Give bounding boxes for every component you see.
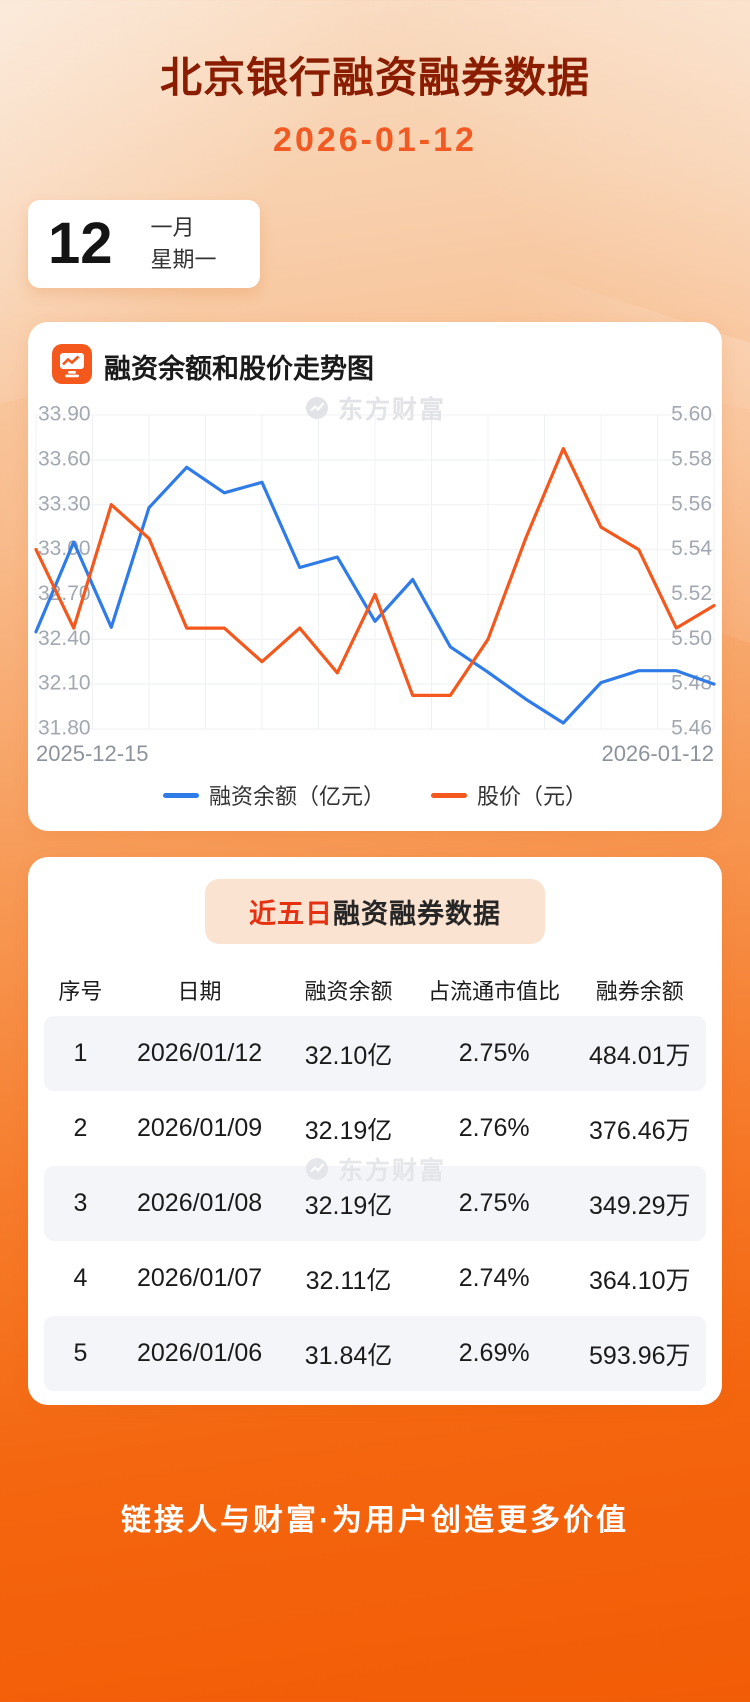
table-cell: 2.74% <box>458 1264 530 1292</box>
table-cell: 2.69% <box>458 1339 530 1367</box>
table-cell: 32.11亿 <box>305 1266 392 1295</box>
table-cell: 593.96万 <box>589 1341 691 1370</box>
table-header-cell: 序号 <box>58 979 103 1004</box>
right-axis-tick: 5.50 <box>671 627 712 650</box>
table-title-rest: 融资融券数据 <box>333 899 501 929</box>
table-cell: 349.29万 <box>589 1191 691 1220</box>
page-title: 北京银行融资融券数据 <box>159 54 590 101</box>
table-row: 2 2026/01/09 32.19亿 2.76% 376.46万 <box>44 1091 706 1166</box>
table-cell: 32.19亿 <box>304 1116 393 1145</box>
right-axis-tick: 5.48 <box>671 672 712 695</box>
table-cell: 484.01万 <box>589 1041 691 1070</box>
right-axis-tick: 5.54 <box>671 537 712 560</box>
legend-label: 融资余额（亿元） <box>208 784 385 809</box>
margin-data-table: 序号 日期 融资余额 占流通市值比 融券余额 1 2026/01/12 32.10亿 2.75… <box>44 964 706 1391</box>
chart-header: 融资余额和股价走势图 <box>52 344 722 389</box>
table-cell: 2 <box>73 1114 88 1142</box>
table-title-highlight: 近五日 <box>249 899 333 929</box>
legend-item: 融资余额（亿元） <box>162 779 385 811</box>
table-cell: 2.75% <box>458 1039 530 1067</box>
table-cell: 5 <box>73 1339 88 1367</box>
table-cell: 2.76% <box>458 1114 530 1142</box>
left-axis-tick: 33.30 <box>38 492 91 515</box>
left-axis-tick: 32.10 <box>38 672 91 695</box>
calendar-month: 一月 <box>150 215 195 241</box>
chart-heading: 融资余额和股价走势图 <box>104 354 374 384</box>
table-title-banner: 近五日融资融券数据 <box>205 879 545 944</box>
calendar-day: 12 <box>48 211 113 276</box>
series-line <box>34 446 716 697</box>
page-footer-slogan: 链接人与财富·为用户创造更多价值 <box>121 1504 629 1537</box>
table-cell: 2026/01/09 <box>137 1114 263 1142</box>
table-cell: 2026/01/12 <box>137 1039 263 1067</box>
table-row: 5 2026/01/06 31.84亿 2.69% 593.96万 <box>44 1316 706 1391</box>
left-axis-tick: 33.00 <box>38 537 91 560</box>
legend-swatch <box>162 792 199 798</box>
left-axis-tick: 31.80 <box>38 717 91 740</box>
calendar-weekday: 星期一 <box>150 247 217 272</box>
table-card: 近五日融资融券数据 东方财富 序号 日期 融资余额 占流通市值比 融券余额 1 2026/… <box>28 857 722 1405</box>
legend-item: 股价（元） <box>431 779 587 811</box>
table-row: 4 2026/01/07 32.11亿 2.74% 364.10万 <box>44 1241 706 1316</box>
chart-legend: 融资余额（亿元） 股价（元） <box>28 779 722 811</box>
table-row: 1 2026/01/12 32.10亿 2.75% 484.01万 <box>44 1016 706 1091</box>
table-header-cell: 占流通市值比 <box>428 979 561 1004</box>
trend-chart-icon <box>52 344 92 389</box>
table-cell: 32.10亿 <box>304 1041 393 1070</box>
table-cell: 376.46万 <box>589 1116 691 1145</box>
table-cell: 2.75% <box>458 1189 530 1217</box>
right-axis-tick: 5.60 <box>671 403 712 426</box>
right-axis-tick: 5.56 <box>671 492 712 515</box>
table-body: 1 2026/01/12 32.10亿 2.75% 484.01万 2 2026/01/09… <box>44 1016 706 1391</box>
x-axis-end-label: 2026-01-12 <box>601 741 714 766</box>
page-date: 2026-01-12 <box>273 121 477 159</box>
legend-label: 股价（元） <box>477 784 588 809</box>
x-axis-start-label: 2025-12-15 <box>36 741 149 766</box>
table-cell: 364.10万 <box>589 1266 691 1295</box>
table-cell: 1 <box>73 1039 88 1067</box>
table-header-cell: 融券余额 <box>595 979 684 1004</box>
table-cell: 3 <box>73 1189 88 1217</box>
calendar-card: 12 一月 星期一 <box>28 200 260 288</box>
right-axis-tick: 5.46 <box>671 717 712 740</box>
series-line <box>34 465 716 725</box>
table-cell: 32.19亿 <box>304 1191 393 1220</box>
right-axis-tick: 5.52 <box>671 582 712 605</box>
left-axis-tick: 33.90 <box>38 403 91 426</box>
table-cell: 31.84亿 <box>304 1341 393 1370</box>
legend-swatch <box>431 792 467 798</box>
chart-card: 融资余额和股价走势图 东方财富 33.90 5.60 33.60 5.58 33.30 5… <box>28 322 722 831</box>
right-axis-tick: 5.58 <box>671 447 712 470</box>
table-header-cell: 融资余额 <box>304 979 393 1004</box>
table-row: 3 2026/01/08 32.19亿 2.75% 349.29万 <box>44 1166 706 1241</box>
table-cell: 4 <box>73 1264 88 1292</box>
table-cell: 2026/01/08 <box>137 1189 263 1217</box>
table-cell: 2026/01/06 <box>137 1339 263 1367</box>
calendar-meta: 一月 星期一 <box>151 212 217 276</box>
table-header-cell: 日期 <box>177 979 222 1004</box>
left-axis-tick: 32.40 <box>38 627 91 650</box>
left-axis-tick: 33.60 <box>38 447 91 470</box>
table-cell: 2026/01/07 <box>137 1264 263 1292</box>
table-header-row: 序号 日期 融资余额 占流通市值比 融券余额 <box>44 964 706 1016</box>
